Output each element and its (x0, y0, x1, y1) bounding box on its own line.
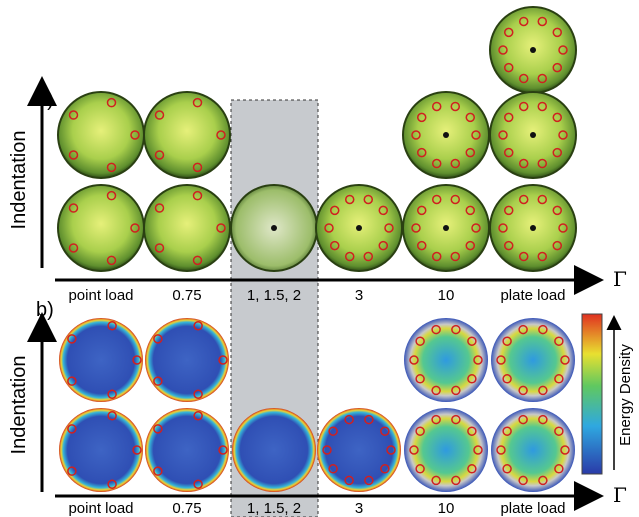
column-label: 3 (355, 287, 363, 304)
column-label: plate load (500, 500, 565, 517)
simulation (404, 408, 488, 492)
column-label: point load (68, 287, 133, 304)
y-axis-label: Indentation (8, 356, 30, 455)
simulation (491, 318, 575, 402)
simulation (491, 408, 575, 492)
indenter (530, 132, 536, 138)
indenter (271, 225, 277, 231)
indenter (443, 225, 449, 231)
column-label: 10 (438, 287, 455, 304)
indenter (356, 225, 362, 231)
simulation (59, 408, 143, 492)
panel-label: b) (36, 299, 54, 321)
column-label: 1, 1.5, 2 (247, 287, 301, 304)
indenter (530, 225, 536, 231)
column-label: 3 (355, 500, 363, 517)
indenter (443, 132, 449, 138)
simulation (232, 408, 316, 492)
x-axis-label: Γ (613, 267, 627, 291)
simulation (59, 318, 143, 402)
colorbar (582, 314, 602, 474)
simulation (145, 318, 229, 402)
column-label: 0.75 (172, 287, 201, 304)
column-label: 1, 1.5, 2 (247, 500, 301, 517)
indenter (530, 47, 536, 53)
panel-label: a) (36, 89, 54, 111)
simulation (145, 408, 229, 492)
column-label: point load (68, 500, 133, 517)
column-label: 10 (438, 500, 455, 517)
column-label: plate load (500, 287, 565, 304)
simulation (404, 318, 488, 402)
x-axis-label: Γ (613, 483, 627, 507)
figure: a) Indentation Γ b) Indentation Γ Energy… (0, 0, 639, 517)
column-label: 0.75 (172, 500, 201, 517)
y-axis-label: Indentation (8, 131, 30, 230)
colorbar-label: Energy Density (617, 344, 634, 446)
simulation (317, 408, 401, 492)
